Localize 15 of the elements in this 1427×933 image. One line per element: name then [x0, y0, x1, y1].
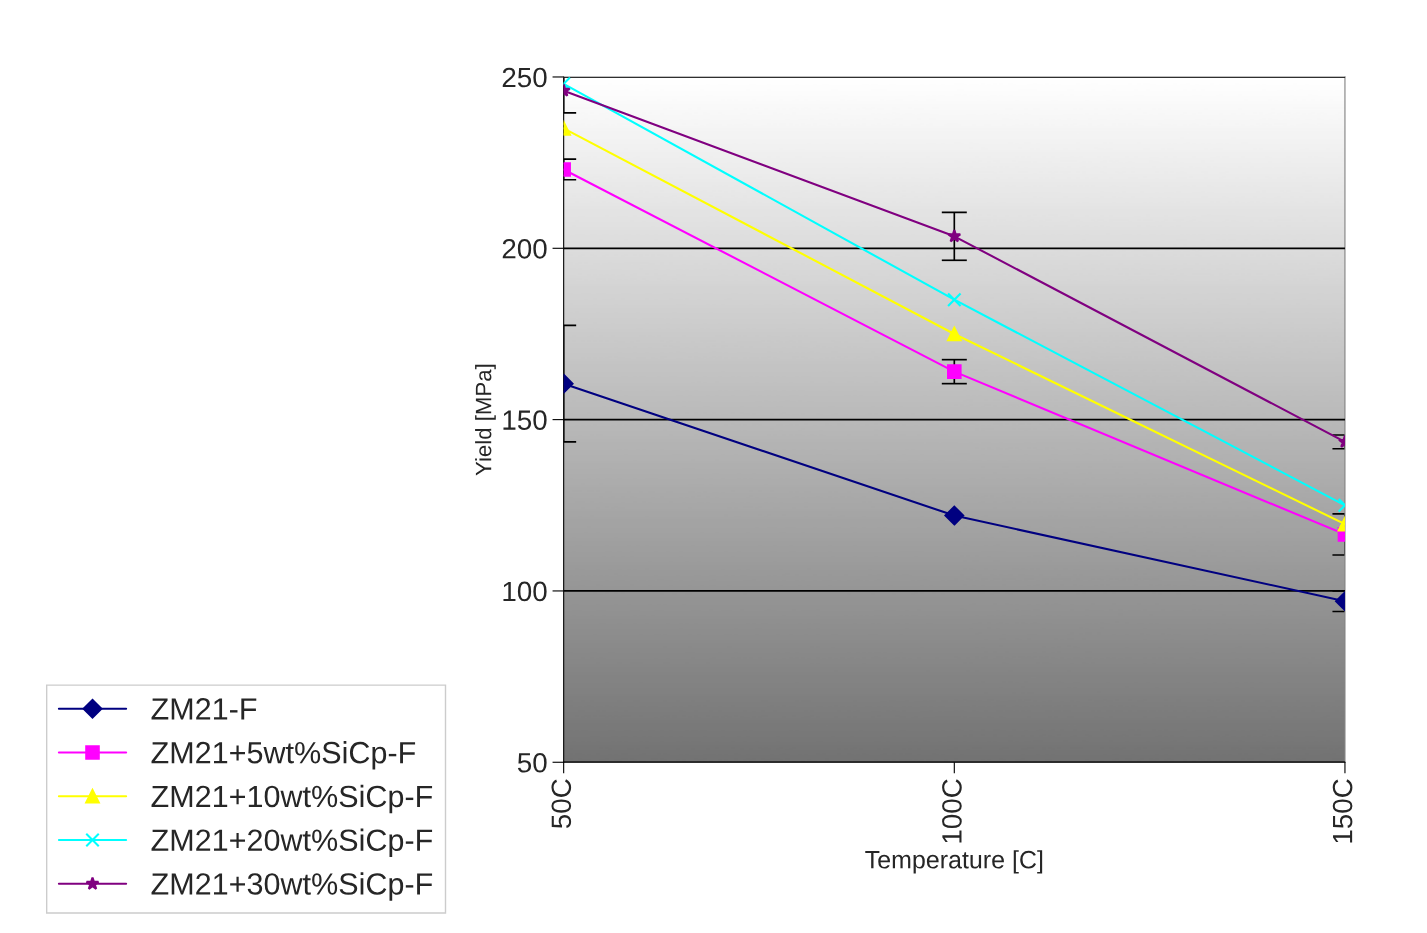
legend-label: ZM21+10wt%SiCp-F — [151, 784, 433, 814]
x-tick-label: 50C — [551, 779, 572, 829]
legend-label: ZM21+30wt%SiCp-F — [151, 872, 433, 901]
y-tick-label: 250 — [502, 67, 547, 88]
y-tick-label: 150 — [503, 410, 547, 430]
legend-label: ZM21+5wt%SiCp-F — [151, 741, 416, 770]
y-tick-label: 100 — [503, 581, 547, 602]
legend-label: ZM21-F — [151, 698, 257, 720]
y-tick-label: 200 — [502, 238, 547, 259]
y-tick-label: 50 — [517, 752, 547, 773]
x-tick-label: 150C — [1332, 779, 1353, 843]
y-axis-title: Yield [MPa] — [475, 364, 496, 476]
legend-label: ZM21+20wt%SiCp-F — [151, 828, 433, 858]
x-axis-title: Temperature [C] — [865, 850, 1043, 874]
x-tick-label: 100C — [942, 779, 962, 843]
